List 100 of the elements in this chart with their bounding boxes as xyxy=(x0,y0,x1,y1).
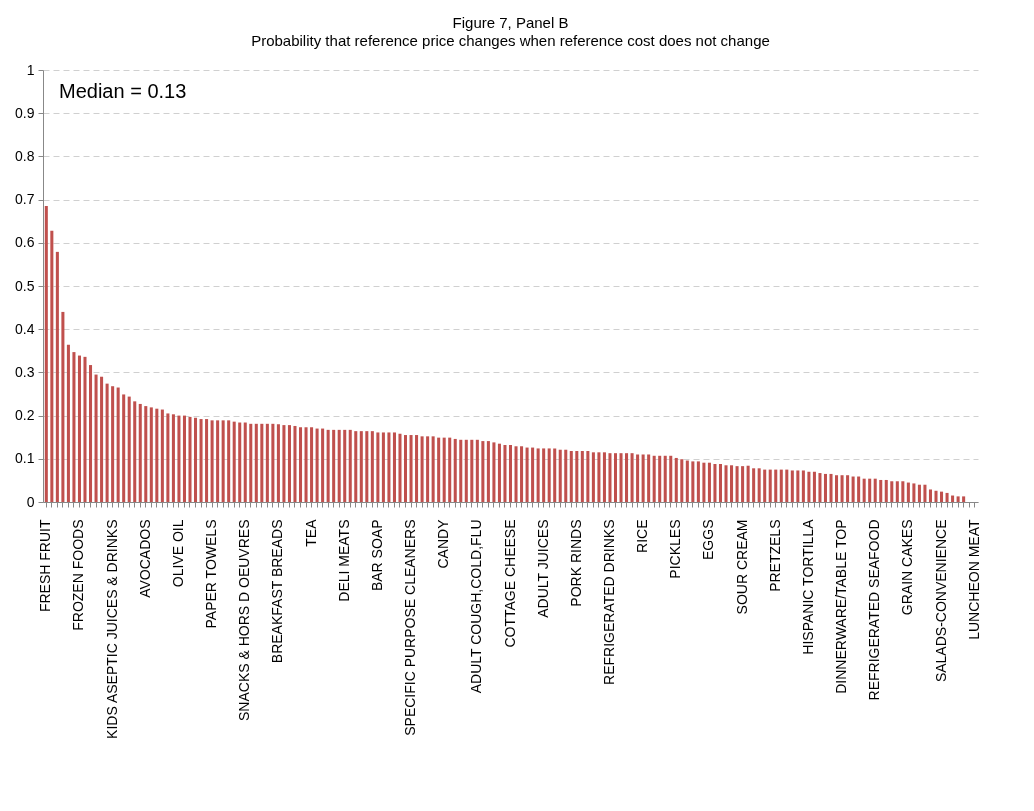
bar xyxy=(486,441,490,502)
x-tick-label: GRAIN CAKES xyxy=(899,519,916,616)
bar xyxy=(470,439,474,502)
bar xyxy=(685,460,689,502)
bar xyxy=(387,432,391,502)
x-tick-label: EGGS xyxy=(700,519,717,560)
bar xyxy=(166,413,170,502)
bar xyxy=(332,429,336,502)
bar xyxy=(105,383,109,502)
bar xyxy=(409,435,413,502)
x-tick-label: COTTAGE CHEESE xyxy=(501,519,518,648)
x-tick-label: RICE xyxy=(634,519,651,553)
x-tick-label: BAR SOAP xyxy=(368,519,385,592)
bar xyxy=(254,423,258,502)
bar xyxy=(287,425,291,502)
bar xyxy=(415,435,419,502)
bar xyxy=(851,476,855,502)
bar xyxy=(630,453,634,502)
bar xyxy=(536,448,540,502)
bar xyxy=(757,468,761,502)
bar xyxy=(912,483,916,502)
bar xyxy=(403,435,408,502)
bar xyxy=(707,462,711,502)
bar xyxy=(945,492,949,502)
bar xyxy=(149,407,153,502)
x-tick-label: DINNERWARE/TABLE TOP xyxy=(833,519,850,694)
bar xyxy=(779,469,783,502)
bar xyxy=(917,484,921,502)
bar xyxy=(862,478,866,502)
bar xyxy=(431,436,435,502)
bar xyxy=(310,427,314,502)
bar xyxy=(77,355,81,502)
bar xyxy=(807,471,811,502)
bar xyxy=(194,417,198,502)
bar xyxy=(890,481,894,502)
bar xyxy=(111,386,115,502)
bar xyxy=(884,479,888,502)
x-tick-label: ADULT JUICES xyxy=(534,519,551,618)
bar xyxy=(66,344,70,502)
bar xyxy=(398,433,402,502)
bar xyxy=(951,495,955,502)
x-tick-label: SNACKS & HORS D OEUVRES xyxy=(236,519,253,721)
bar xyxy=(840,475,844,502)
bar xyxy=(448,437,452,502)
bar xyxy=(100,376,104,502)
bar xyxy=(83,356,87,502)
bar xyxy=(674,457,678,502)
bar xyxy=(503,444,507,502)
bar xyxy=(868,478,872,502)
bar xyxy=(210,420,214,502)
bar xyxy=(155,408,159,502)
bar xyxy=(680,459,684,502)
bar xyxy=(625,453,629,502)
bar xyxy=(89,365,93,502)
bar xyxy=(702,462,706,502)
bar xyxy=(138,403,142,502)
bar xyxy=(50,230,54,502)
bar xyxy=(735,466,739,502)
bar xyxy=(508,444,513,502)
bar xyxy=(713,463,717,502)
bar xyxy=(553,448,557,502)
bar xyxy=(122,394,126,502)
x-tick-label: PRETZELS xyxy=(766,519,783,592)
bar xyxy=(741,466,745,502)
x-tick-label: REFRIGERATED SEAFOOD xyxy=(866,519,883,701)
bar xyxy=(227,420,231,502)
bar xyxy=(276,424,280,502)
bar xyxy=(879,479,883,502)
bar xyxy=(199,419,203,502)
bar xyxy=(846,475,850,502)
bar xyxy=(873,478,877,502)
bar xyxy=(321,428,325,502)
bar xyxy=(376,432,380,502)
bar xyxy=(426,436,430,502)
x-tick-label: SALADS-CONVENIENCE xyxy=(932,519,949,683)
bar xyxy=(475,439,479,502)
x-tick-label: TEA xyxy=(302,518,319,547)
bar xyxy=(658,455,662,502)
bar xyxy=(188,416,192,502)
bar xyxy=(216,420,220,502)
bar xyxy=(243,422,247,502)
bar xyxy=(691,461,695,502)
bar xyxy=(823,473,827,502)
chart-subtitle: Probability that reference price changes when reference cost does not change xyxy=(251,32,770,49)
bar xyxy=(940,491,944,502)
bar xyxy=(265,423,269,502)
bar xyxy=(857,476,861,502)
bar xyxy=(133,401,137,502)
annotation: Median = 0.13 xyxy=(59,80,187,102)
x-tick-label: PICKLES xyxy=(667,519,684,579)
bar xyxy=(177,415,181,502)
bar xyxy=(44,206,48,502)
bar xyxy=(956,496,960,502)
x-tick-label: SPECIFIC PURPOSE CLEANERS xyxy=(402,519,419,736)
bar xyxy=(337,429,341,502)
bar xyxy=(365,431,369,502)
x-tick-label: BREAKFAST BREADS xyxy=(269,519,286,664)
bar xyxy=(801,470,805,502)
bar xyxy=(746,465,750,502)
bar xyxy=(586,451,590,502)
